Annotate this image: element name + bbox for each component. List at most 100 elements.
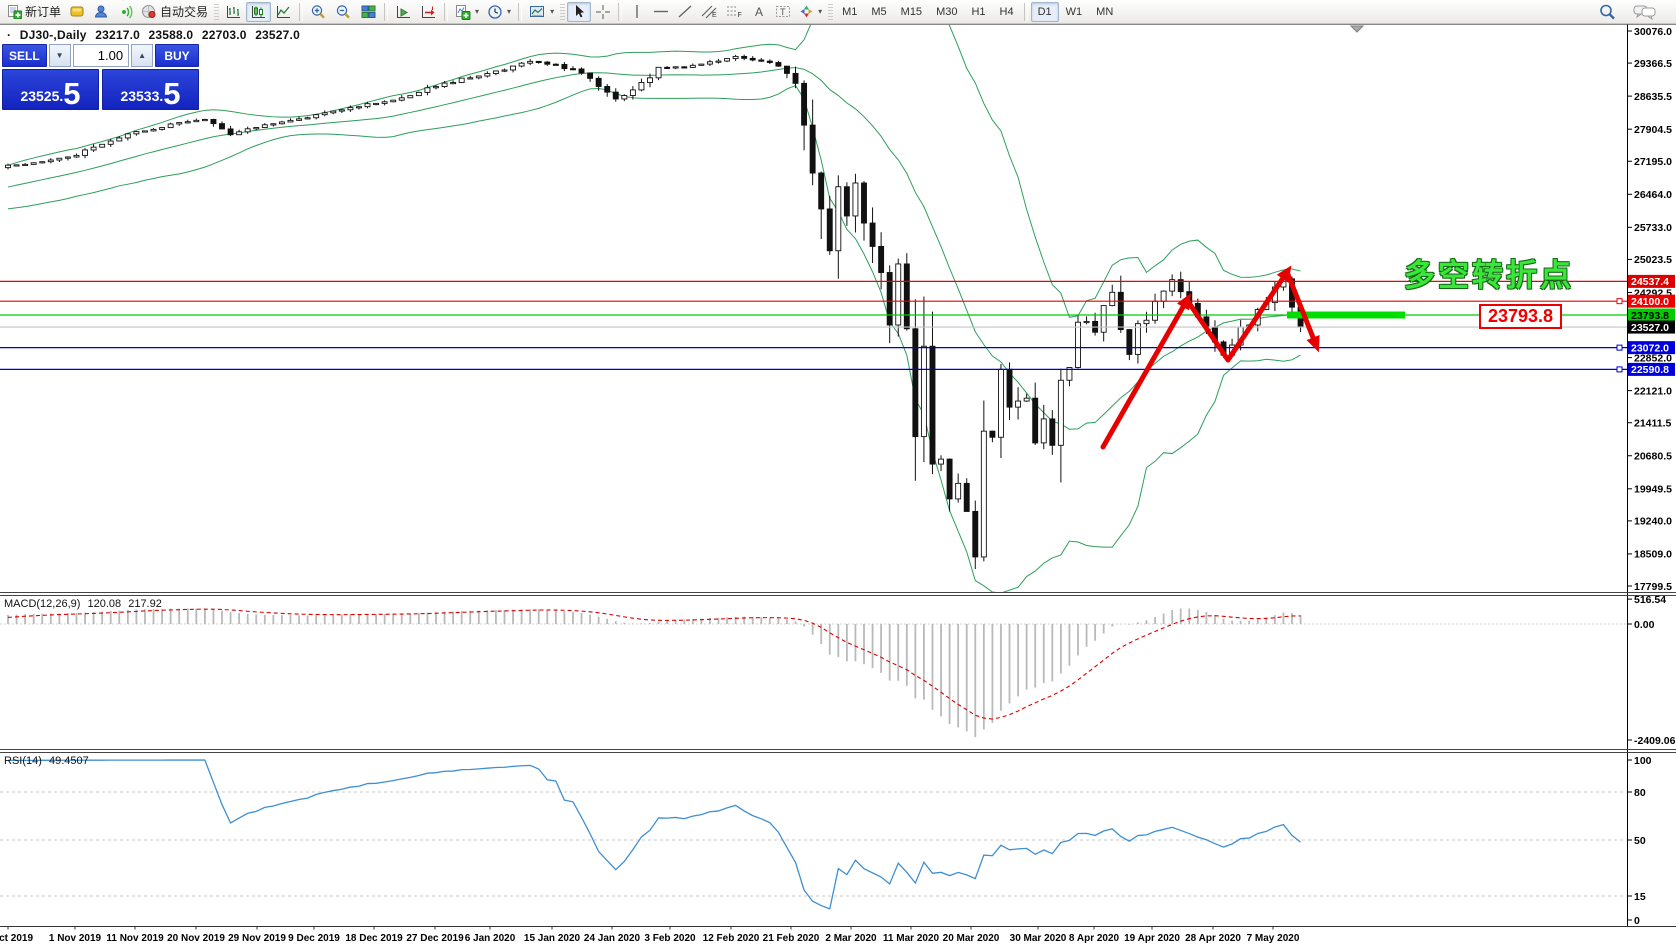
- svg-text:0.00: 0.00: [1634, 619, 1655, 631]
- community-button[interactable]: [89, 2, 113, 22]
- auto-scroll-button[interactable]: [391, 2, 416, 22]
- svg-text:100: 100: [1634, 755, 1652, 767]
- chart-shift-button[interactable]: [416, 2, 441, 22]
- label-tool-button[interactable]: T: [771, 2, 795, 22]
- rsi-label: RSI(14) 49.4507: [4, 755, 93, 767]
- indicators-button[interactable]: ▾: [451, 2, 483, 22]
- toolbar-grip: [560, 3, 566, 20]
- buy-button[interactable]: BUY: [155, 44, 199, 67]
- equidistant-channel-icon: E: [701, 4, 718, 19]
- svg-text:22852.0: 22852.0: [1634, 352, 1672, 364]
- candlestick-series: [5, 54, 1304, 569]
- chart-shift-icon: [420, 4, 437, 20]
- ohlc-low: 22703.0: [201, 28, 247, 42]
- tab-h1[interactable]: H1: [964, 2, 992, 22]
- autotrading-button[interactable]: 自动交易: [137, 2, 212, 22]
- cursor-icon: [572, 4, 586, 19]
- sell-price-big: 5: [63, 75, 81, 111]
- zigzag-annotation[interactable]: [1100, 265, 1320, 450]
- tab-m30[interactable]: M30: [929, 2, 964, 22]
- zoom-in-icon: [310, 4, 327, 20]
- svg-text:11 Mar 2020: 11 Mar 2020: [883, 933, 940, 944]
- search-icon[interactable]: [1598, 3, 1617, 21]
- crosshair-icon: [595, 4, 611, 20]
- line-handles[interactable]: [1616, 298, 1623, 373]
- tab-mn[interactable]: MN: [1089, 2, 1120, 22]
- channel-tool-button[interactable]: E: [697, 2, 722, 22]
- person-icon: [93, 4, 109, 19]
- candlestick-icon: [250, 4, 267, 20]
- ohlc-close: 23527.0: [255, 28, 300, 42]
- arrows-tool-button[interactable]: ▾: [795, 2, 826, 22]
- macd-value-signal: 217.92: [128, 598, 162, 610]
- svg-text:A: A: [755, 5, 763, 19]
- svg-text:7 May 2020: 7 May 2020: [1247, 933, 1300, 944]
- zoom-out-button[interactable]: [331, 2, 356, 22]
- svg-text:24 Jan 2020: 24 Jan 2020: [584, 933, 641, 944]
- zoom-in-button[interactable]: [306, 2, 331, 22]
- periods-button[interactable]: ▾: [483, 2, 515, 22]
- tile-windows-icon: [360, 4, 377, 20]
- sell-button[interactable]: SELL: [2, 44, 47, 67]
- horizontal-lines[interactable]: [0, 280, 1627, 370]
- tab-h4[interactable]: H4: [993, 2, 1021, 22]
- ohlc-open: 23217.0: [95, 28, 140, 42]
- tile-windows-button[interactable]: [356, 2, 381, 22]
- hline-tool-button[interactable]: [649, 2, 673, 22]
- new-order-button[interactable]: 新订单: [3, 2, 65, 22]
- text-tool-button[interactable]: A: [747, 2, 771, 22]
- signals-button[interactable]: [113, 2, 137, 22]
- clock-icon: [487, 4, 503, 20]
- new-order-label: 新订单: [25, 5, 62, 19]
- svg-text:9 Dec 2019: 9 Dec 2019: [288, 933, 340, 944]
- dropdown-icon: ▾: [550, 7, 555, 16]
- scroll-marker-triangle[interactable]: [1349, 25, 1365, 33]
- svg-text:0: 0: [1634, 915, 1640, 927]
- market-button[interactable]: [65, 2, 89, 22]
- svg-text:T: T: [780, 7, 786, 17]
- tab-m1[interactable]: M1: [835, 2, 864, 22]
- buy-price-main: 23533.: [120, 88, 164, 104]
- templates-button[interactable]: ▾: [525, 2, 558, 22]
- svg-text:29 Nov 2019: 29 Nov 2019: [228, 933, 286, 944]
- svg-text:12 Feb 2020: 12 Feb 2020: [703, 933, 760, 944]
- rsi-name: RSI(14): [4, 755, 42, 767]
- crosshair-tool-button[interactable]: [591, 2, 615, 22]
- svg-text:19 Apr 2020: 19 Apr 2020: [1124, 933, 1180, 944]
- fibonacci-tool-button[interactable]: F: [722, 2, 747, 22]
- price-tag-annotation[interactable]: 23793.8: [1479, 304, 1562, 329]
- tab-m5[interactable]: M5: [864, 2, 893, 22]
- buy-price-display[interactable]: 23533. 5: [102, 69, 199, 110]
- volume-down-button[interactable]: ▼: [48, 44, 71, 67]
- candlestick-chart-button[interactable]: [246, 1, 272, 22]
- rsi-axis: 100 80 50 15 0: [1627, 755, 1652, 927]
- vline-tool-button[interactable]: [625, 2, 649, 22]
- arrows-icon: [799, 4, 814, 19]
- svg-text:22121.0: 22121.0: [1634, 385, 1672, 397]
- svg-text:20 Mar 2020: 20 Mar 2020: [943, 933, 1000, 944]
- dropdown-icon: ▾: [475, 7, 480, 16]
- bar-chart-button[interactable]: [221, 2, 246, 22]
- svg-text:27904.5: 27904.5: [1634, 124, 1672, 136]
- price-axis[interactable]: 30076.0 29366.5 28635.5 27904.5 27195.0 26464…: [1627, 26, 1675, 593]
- svg-text:516.54: 516.54: [1634, 594, 1666, 606]
- trendline-tool-button[interactable]: [673, 2, 697, 22]
- cursor-tool-button[interactable]: [567, 1, 592, 22]
- tab-m15[interactable]: M15: [894, 2, 929, 22]
- rsi-value: 49.4507: [48, 755, 89, 767]
- chat-icon[interactable]: [1633, 3, 1657, 21]
- turning-point-annotation[interactable]: 多空转折点: [1404, 258, 1574, 293]
- rsi-line: [7, 759, 1301, 910]
- svg-text:21411.5: 21411.5: [1634, 418, 1672, 430]
- macd-axis: 516.54 0.00 -2409.06: [1627, 594, 1676, 747]
- sell-price-display[interactable]: 23525. 5: [2, 69, 99, 110]
- line-chart-button[interactable]: [271, 2, 296, 22]
- tab-d1[interactable]: D1: [1030, 1, 1059, 22]
- volume-input[interactable]: [72, 44, 130, 67]
- volume-up-button[interactable]: ▲: [131, 44, 153, 67]
- tab-w1[interactable]: W1: [1059, 2, 1090, 22]
- svg-text:19949.5: 19949.5: [1634, 484, 1672, 496]
